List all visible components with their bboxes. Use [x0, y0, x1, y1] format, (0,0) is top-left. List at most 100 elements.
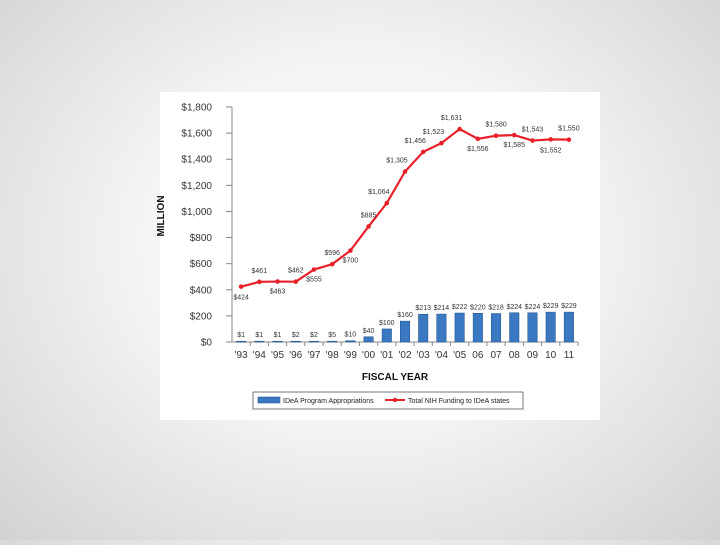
bar	[363, 336, 374, 343]
legend-line-label: Total NIH Funding to IDeA states	[408, 398, 510, 405]
bar	[563, 311, 574, 343]
bar	[472, 313, 483, 343]
y-tick-label: $1,600	[181, 129, 212, 140]
bar	[545, 311, 556, 343]
x-tick-label: '93	[235, 350, 248, 361]
bar-data-label: $224	[525, 304, 541, 311]
x-tick-label: '01	[380, 350, 393, 361]
legend-bar-swatch	[257, 396, 281, 404]
x-tick-label: 10	[545, 350, 557, 361]
line-data-label: $461	[252, 268, 268, 275]
line-point	[457, 126, 462, 132]
y-tick-label: $200	[190, 311, 213, 322]
line-data-label: $424	[233, 295, 249, 302]
bar-data-label: $5	[328, 332, 336, 339]
y-tick-label: $800	[190, 233, 213, 244]
bar-data-label: $100	[379, 320, 395, 327]
line-point	[293, 279, 299, 284]
y-tick-label: $600	[190, 259, 213, 270]
line-series	[238, 126, 572, 289]
bar-data-label: $229	[543, 303, 559, 310]
bar	[418, 313, 429, 343]
line-data-label: $596	[324, 250, 340, 257]
bar	[327, 340, 338, 343]
bar	[436, 313, 447, 343]
bar	[381, 328, 392, 343]
bar	[236, 340, 247, 343]
line-data-label: $1,585	[504, 142, 526, 149]
line-data-label: $1,556	[467, 146, 489, 153]
y-tick-label: $1,200	[181, 181, 212, 192]
bar	[400, 320, 410, 343]
bar-data-label: $1	[274, 332, 282, 339]
x-tick-label: '98	[326, 350, 339, 361]
line-point	[348, 248, 353, 253]
line-data-label: $1,305	[386, 158, 408, 165]
x-tick-label: 06	[472, 350, 484, 361]
x-tick-label: 08	[509, 350, 521, 361]
line-data-label: $1,523	[423, 129, 445, 136]
bar-series	[236, 311, 574, 343]
y-tick-label: $1,800	[181, 103, 212, 114]
line-point	[311, 267, 317, 272]
y-axis-title: MILLION	[156, 195, 167, 236]
line-data-label: $885	[361, 212, 377, 219]
bar	[272, 340, 283, 343]
line-point	[475, 136, 481, 142]
x-tick-label: '03	[417, 350, 430, 361]
line-data-label: $555	[306, 277, 322, 284]
y-tick-label: $400	[190, 285, 213, 296]
x-tick-label: '94	[253, 350, 266, 361]
line-point	[493, 133, 499, 139]
y-axis: $0 $200 $400 $600 $800 $1,000 $1,200 $1,400 $1,6…	[181, 103, 233, 349]
bar	[290, 340, 301, 343]
line-point	[420, 149, 426, 155]
line-point	[566, 137, 572, 142]
line-data-label: $1,456	[404, 138, 426, 145]
bar	[527, 312, 538, 343]
y-tick-label: $1,000	[181, 207, 212, 218]
bar	[491, 313, 502, 343]
line-point	[402, 169, 408, 174]
bar-data-label: $1	[255, 332, 263, 339]
legend-bar-label: IDeA Program Appropriations	[283, 398, 374, 405]
bar-data-labels: $1 $1 $1 $2 $2 $5 $10$40$100$160$213 $214 $222 $2…	[237, 303, 577, 339]
bar-data-label: $222	[452, 304, 468, 311]
line-point	[439, 140, 444, 146]
x-tick-label: '05	[453, 350, 466, 361]
line-data-label: $1,543	[522, 127, 544, 134]
x-tick-label: '99	[344, 350, 357, 361]
line-data-labels: $424 $461 $463 $462$555 $596$700 $885 $1,064 $1…	[233, 115, 579, 302]
line-data-label: $1,550	[558, 126, 580, 133]
bar-data-label: $220	[470, 304, 486, 311]
bar-data-label: $224	[506, 304, 522, 311]
line-data-label: $1,064	[368, 189, 390, 196]
line-point	[384, 200, 390, 206]
bar-data-label: $213	[415, 305, 431, 312]
line-point	[511, 132, 517, 138]
bar-data-label: $40	[363, 328, 375, 335]
x-tick-label: '96	[289, 350, 302, 361]
bar-data-label: $2	[310, 332, 318, 339]
x-tick-label: 09	[527, 350, 539, 361]
x-axis: '93 '94 '95 '96 '97 '98 '99 '00 '01 '02 '03 '04 '05 0…	[232, 341, 579, 361]
bar-data-label: $2	[292, 332, 300, 339]
line-point	[257, 279, 262, 285]
line-data-label: $1,580	[485, 122, 507, 129]
bar-data-label: $1	[237, 332, 245, 339]
line-data-label: $700	[343, 258, 359, 265]
bar	[454, 312, 465, 343]
line-point	[530, 138, 535, 143]
bar	[345, 340, 356, 343]
line-point	[548, 137, 553, 142]
x-tick-label: '04	[435, 350, 448, 361]
x-tick-label: 11	[564, 350, 575, 361]
line-point	[366, 224, 371, 229]
bar	[308, 340, 319, 343]
bar-data-label: $229	[561, 303, 577, 310]
bar	[509, 312, 520, 343]
bar-data-label: $214	[434, 305, 450, 312]
x-tick-label: '97	[307, 350, 320, 361]
